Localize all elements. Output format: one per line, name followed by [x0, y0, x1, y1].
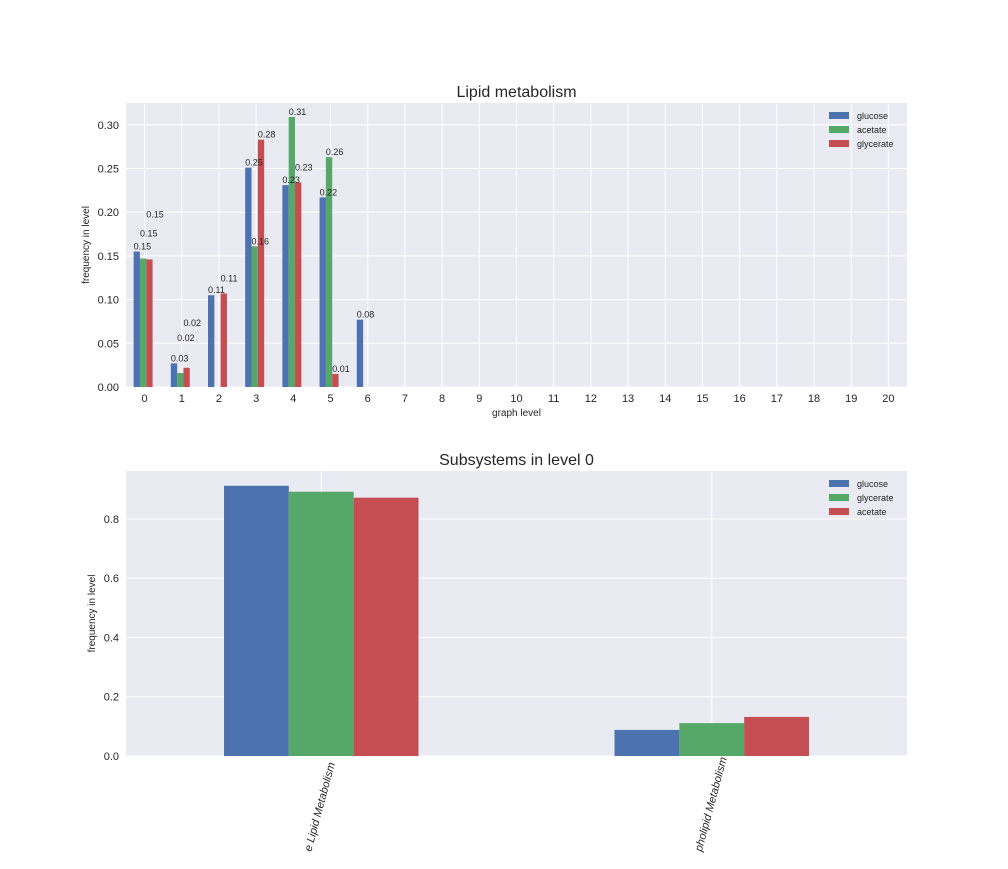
chart-1: 0.0 0.2 0.4 0.6 0.8 e Lipid Metabolism pholipi…: [87, 452, 907, 854]
legend-swatch-glycerate: [829, 494, 849, 501]
bar-glycerate: [679, 723, 745, 756]
legend-label: glucose: [857, 111, 888, 121]
x-tick-label: 3: [253, 393, 259, 405]
x-tick-label: 2: [216, 393, 222, 405]
x-tick-label: 15: [696, 393, 708, 405]
legend-swatch-glycerate: [829, 140, 849, 147]
legend-swatch-glucose: [829, 480, 849, 487]
bar-value-labels: 0.15 0.15 0.15 0.03 0.02 0.02 0.11 0.11 0.25 0.16…: [134, 107, 375, 374]
bar-value-label: 0.16: [252, 236, 270, 246]
x-tick-label: 12: [585, 393, 597, 405]
bar-acetate: [744, 716, 809, 756]
y-tick-label: 0.20: [98, 207, 119, 219]
y-axis-label: frequency in level: [81, 206, 92, 284]
bar-value-label: 0.26: [326, 147, 344, 157]
bar-value-label: 0.15: [134, 242, 152, 252]
x-tick-label: 9: [476, 393, 482, 405]
bar-value-label: 0.22: [320, 187, 338, 197]
bar-acetate: [288, 116, 296, 387]
bar-value-label: 0.01: [332, 364, 350, 374]
bar-value-label: 0.03: [171, 353, 189, 363]
bar-glucose: [170, 363, 178, 387]
bar-acetate: [139, 258, 147, 387]
bar-glycerate: [332, 373, 339, 387]
legend-label: glycerate: [857, 139, 894, 149]
bar-glucose: [319, 197, 326, 387]
y-tick-label: 0.4: [104, 632, 119, 644]
bar-acetate: [251, 246, 258, 387]
y-tick-label: 0.0: [104, 751, 119, 763]
y-tick-label: 0.05: [98, 338, 119, 350]
bar-glycerate: [288, 491, 354, 756]
x-tick-label: 13: [622, 393, 634, 405]
legend-swatch-acetate: [829, 508, 849, 515]
x-tick-label: pholipid Metabolism: [693, 756, 730, 854]
bar-value-label: 0.15: [140, 229, 158, 239]
legend-label: glucose: [857, 479, 888, 489]
legend-label: acetate: [857, 125, 887, 135]
bar-glucose: [133, 251, 140, 387]
y-axis-label: frequency in level: [87, 575, 98, 653]
x-tick-label: 1: [179, 393, 185, 405]
bar-value-label: 0.08: [357, 310, 375, 320]
x-tick-label: e Lipid Metabolism: [303, 761, 338, 853]
x-tick-label: 17: [771, 393, 783, 405]
x-tick-label: 16: [734, 393, 746, 405]
bar-acetate: [325, 157, 333, 387]
y-tick-label: 0.25: [98, 164, 119, 176]
x-tick-label: 4: [290, 393, 296, 405]
y-tick-label: 0.00: [98, 382, 119, 394]
y-tick-label: 0.2: [104, 692, 119, 704]
y-tick-label: 0.8: [104, 514, 119, 526]
x-tick-label: 11: [548, 393, 559, 405]
y-tick-label: 0.30: [98, 120, 119, 132]
bar-value-label: 0.23: [282, 175, 300, 185]
bar-value-label: 0.23: [295, 163, 313, 173]
bar-glucose: [356, 319, 364, 387]
bar-value-label: 0.11: [208, 285, 225, 295]
x-tick-label: 14: [659, 393, 671, 405]
bar-value-label: 0.25: [245, 158, 263, 168]
legend-swatch-glucose: [829, 112, 849, 119]
bar-value-label: 0.02: [183, 318, 201, 328]
x-tick-label: 20: [882, 393, 894, 405]
bar-value-label: 0.02: [177, 333, 195, 343]
bar-acetate: [353, 497, 419, 756]
x-tick-label: 18: [808, 393, 820, 405]
bar-glycerate: [295, 182, 302, 387]
chart-title: Lipid metabolism: [456, 84, 576, 101]
bar-value-label: 0.15: [146, 209, 164, 219]
legend-label: acetate: [857, 507, 887, 517]
bar-glycerate: [146, 259, 153, 387]
bar-value-label: 0.31: [289, 107, 307, 117]
x-tick-label: 7: [402, 393, 408, 405]
y-tick-label: 0.15: [98, 251, 119, 263]
bar-glycerate: [183, 367, 190, 387]
x-tick-label: 10: [510, 393, 522, 405]
y-tick-label: 0.10: [98, 295, 119, 307]
x-tick-label: 6: [365, 393, 371, 405]
x-tick-label: 0: [142, 393, 148, 405]
legend-swatch-acetate: [829, 126, 849, 133]
chart-title: Subsystems in level 0: [439, 452, 594, 469]
bar-glucose: [208, 295, 215, 387]
bar-value-label: 0.28: [258, 130, 276, 140]
x-axis-label: graph level: [492, 408, 541, 419]
x-tick-label: 5: [327, 393, 333, 405]
bar-glucose: [245, 167, 252, 387]
y-tick-label: 0.6: [104, 573, 119, 585]
bar-glucose: [224, 485, 289, 756]
bar-glycerate: [220, 293, 227, 387]
bar-glucose: [614, 729, 680, 756]
bar-acetate: [177, 373, 184, 387]
legend-label: glycerate: [857, 493, 894, 503]
bar-glucose: [282, 185, 289, 387]
bar-value-label: 0.11: [221, 273, 238, 283]
x-tick-label: 19: [845, 393, 857, 405]
x-tick-label: 8: [439, 393, 445, 405]
chart-0: 0.000.050.100.150.200.250.300.150.150.15…: [81, 84, 907, 419]
bar-glycerate: [257, 139, 265, 387]
